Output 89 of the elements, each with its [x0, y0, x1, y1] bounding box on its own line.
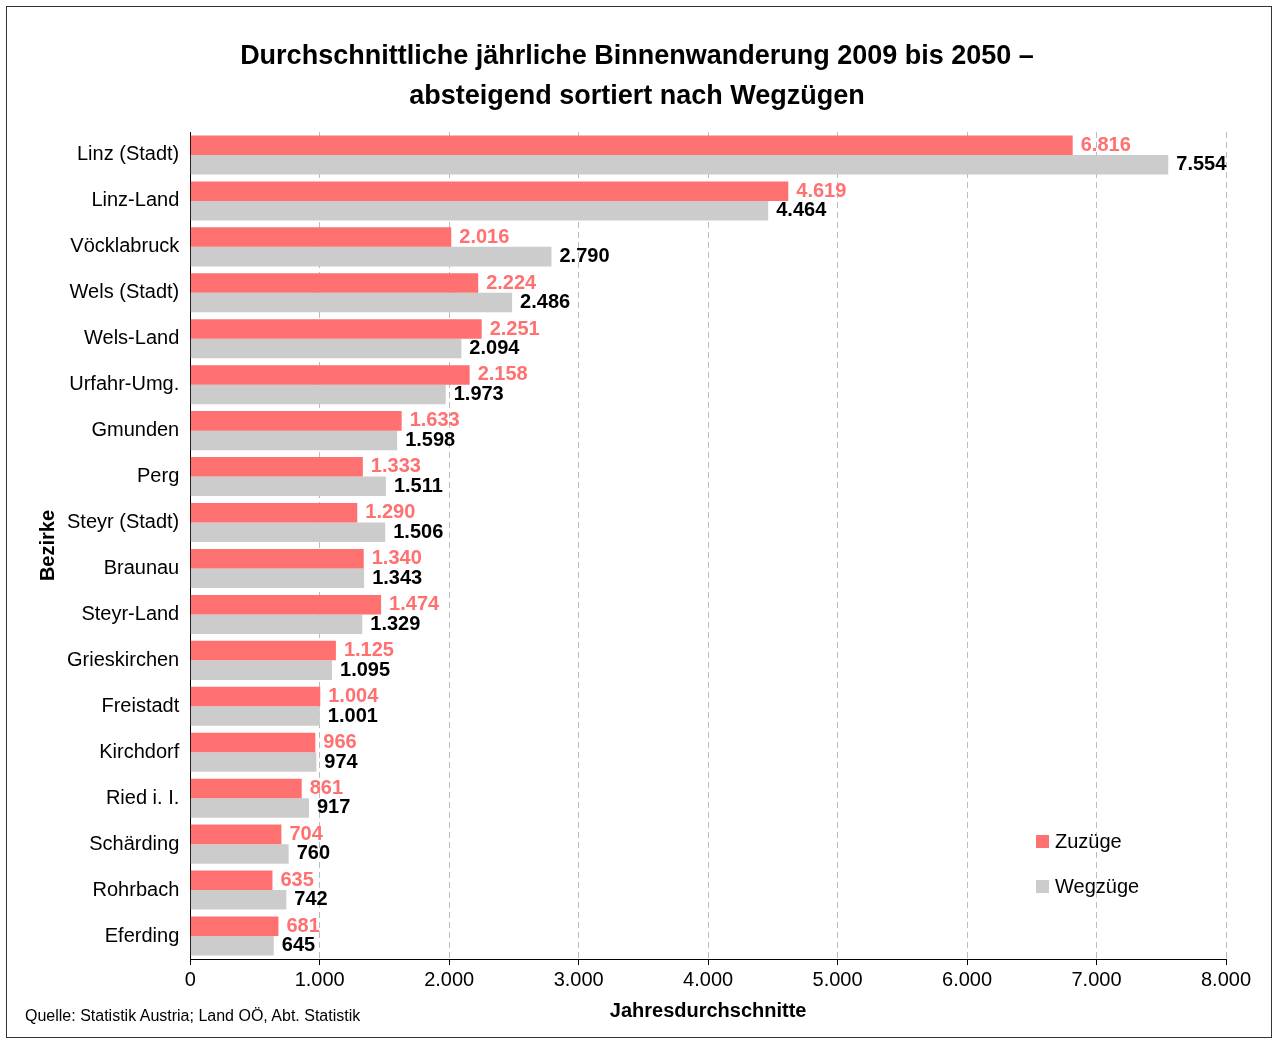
data-label: 4.619 [796, 178, 847, 201]
data-label: 704 [289, 821, 324, 844]
bar [190, 568, 365, 588]
y-tick-label: Rohrbach [92, 877, 180, 900]
data-label: 2.251 [489, 316, 540, 339]
data-label: 2.016 [459, 224, 510, 247]
bar [190, 798, 309, 818]
y-axis-title: Bezirke [35, 509, 58, 582]
x-tick-label: 6.000 [942, 967, 993, 990]
bar [190, 384, 446, 405]
bar [190, 154, 1169, 175]
bar [190, 522, 386, 543]
bar [190, 594, 382, 615]
y-tick-label: Wels-Land [84, 326, 180, 349]
bar [190, 457, 363, 477]
bar [190, 227, 452, 247]
data-label: 917 [316, 795, 351, 818]
data-label: 966 [323, 730, 357, 752]
data-label: 681 [286, 913, 320, 936]
y-tick-label: Urfahr-Umg. [69, 372, 180, 395]
legend-label: Wegzüge [1054, 874, 1140, 899]
x-tick-label: 3.000 [553, 967, 604, 990]
y-tick-label: Vöcklabruck [70, 234, 181, 257]
y-tick-label: Linz-Land [91, 188, 180, 211]
bar [190, 640, 336, 661]
data-label: 742 [294, 887, 328, 910]
y-tick-label: Kirchdorf [99, 739, 180, 762]
y-tick-label: Schärding [89, 831, 180, 854]
bar [190, 319, 482, 339]
data-label: 6.816 [1080, 132, 1131, 155]
legend-label: Zuzüge [1054, 829, 1123, 854]
y-tick-label: Perg [137, 464, 180, 487]
source-note: Quelle: Statistik Austria; Land OÖ, Abt. Statistik [25, 1007, 361, 1025]
x-tick-label: 7.000 [1071, 967, 1122, 990]
data-label: 645 [281, 933, 316, 956]
bar [190, 246, 552, 267]
data-label: 2.224 [486, 270, 538, 293]
bar [190, 732, 316, 753]
bar [190, 686, 321, 707]
x-tick-label: 5.000 [812, 967, 863, 990]
bar [190, 411, 402, 431]
bar [190, 181, 789, 201]
bar [190, 870, 273, 891]
y-tick-label: Grieskirchen [66, 647, 180, 670]
data-label: 2.790 [559, 244, 610, 267]
bar [190, 844, 289, 864]
x-axis-title: Jahresdurchschnitte [609, 998, 807, 1021]
data-label: 7.554 [1176, 152, 1228, 175]
y-tick-label: Ried i. I. [105, 785, 180, 808]
data-label: 974 [324, 749, 359, 772]
y-tick-label: Wels (Stadt) [69, 280, 180, 303]
bar [190, 916, 279, 937]
data-label: 861 [309, 775, 344, 798]
y-tick-label: Braunau [103, 555, 180, 578]
data-label: 4.464 [776, 198, 828, 221]
bar [190, 936, 274, 956]
data-label: 2.486 [520, 290, 571, 313]
y-tick-label: Freistadt [101, 693, 180, 716]
bar [190, 338, 462, 359]
y-tick-label: Steyr-Land [81, 601, 180, 624]
bar [190, 292, 513, 313]
bar [190, 706, 320, 726]
bar [190, 476, 386, 497]
x-tick-label: 0 [184, 967, 196, 990]
x-tick-label: 1.000 [294, 967, 345, 990]
x-tick-label: 4.000 [683, 967, 734, 990]
bar [190, 200, 769, 221]
x-tick-label: 8.000 [1200, 967, 1252, 990]
y-tick-label: Steyr (Stadt) [66, 510, 180, 533]
bar [190, 273, 479, 293]
bar [190, 778, 302, 799]
y-tick-label: Gmunden [91, 418, 180, 441]
chart-title: Durchschnittliche jährliche Binnenwanderung 2009 bis 2050 – absteigend sortiert nach Wegzügen [239, 39, 1035, 112]
bar [190, 135, 1073, 155]
x-tick-label: 2.000 [424, 967, 475, 990]
bar [190, 660, 333, 680]
bar [190, 824, 282, 845]
data-label: 760 [296, 841, 331, 864]
data-label: 2.094 [469, 336, 521, 359]
y-tick-label: Eferding [104, 923, 180, 946]
bar [190, 503, 358, 523]
bar [190, 890, 287, 910]
y-tick-label: Linz (Stadt) [76, 142, 180, 165]
bar [190, 430, 398, 451]
bar [190, 614, 363, 634]
data-label: 635 [280, 867, 314, 890]
bar [190, 752, 317, 772]
bar [190, 365, 470, 385]
bar [190, 548, 364, 569]
